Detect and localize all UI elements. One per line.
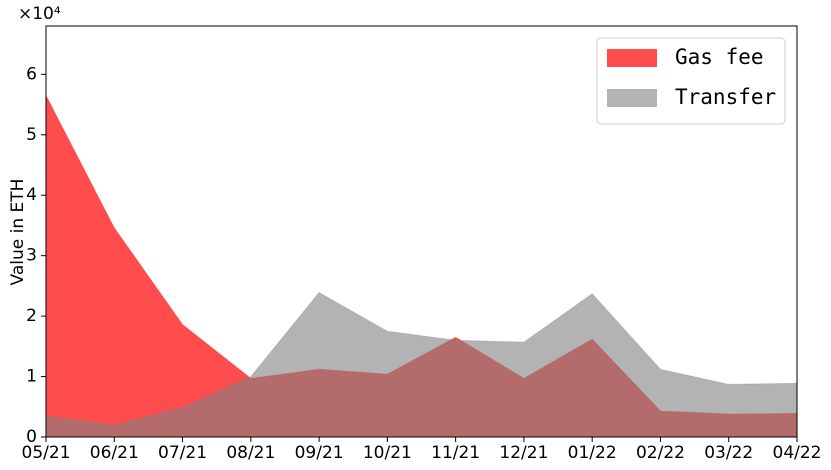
y-tick-label: 6 [26,64,37,84]
y-tick-label: 4 [26,185,37,205]
legend-label: Gas fee [675,45,764,69]
legend-swatch [607,49,657,67]
x-tick-label: 12/21 [499,443,548,463]
x-tick-label: 06/21 [90,443,139,463]
x-tick-label: 11/21 [431,443,480,463]
x-tick-label: 03/22 [704,443,753,463]
area [45,291,798,438]
plot-frame [45,25,798,438]
legend: Gas fee Transfer [596,37,786,125]
x-tick-label: 05/21 [22,443,71,463]
y-tick-label: 0 [26,427,37,447]
x-tick-label: 02/22 [636,443,685,463]
legend-label: Transfer [675,85,776,109]
x-tick-label: 09/21 [295,443,344,463]
y-tick-label: 5 [26,125,37,145]
y-axis-label: Value in ETH [8,179,28,286]
x-tick-label: 07/21 [158,443,207,463]
x-tick-label: 01/22 [568,443,617,463]
x-tick-label: 04/22 [773,443,822,463]
y-tick-label: 1 [26,367,37,387]
y-tick-label: 3 [26,246,37,266]
legend-swatch [607,89,657,107]
x-tick-label: 08/21 [226,443,275,463]
x-tick-label: 10/21 [363,443,412,463]
y-tick-label: 2 [26,306,37,326]
y-offset-label: ×10⁴ [18,4,61,24]
